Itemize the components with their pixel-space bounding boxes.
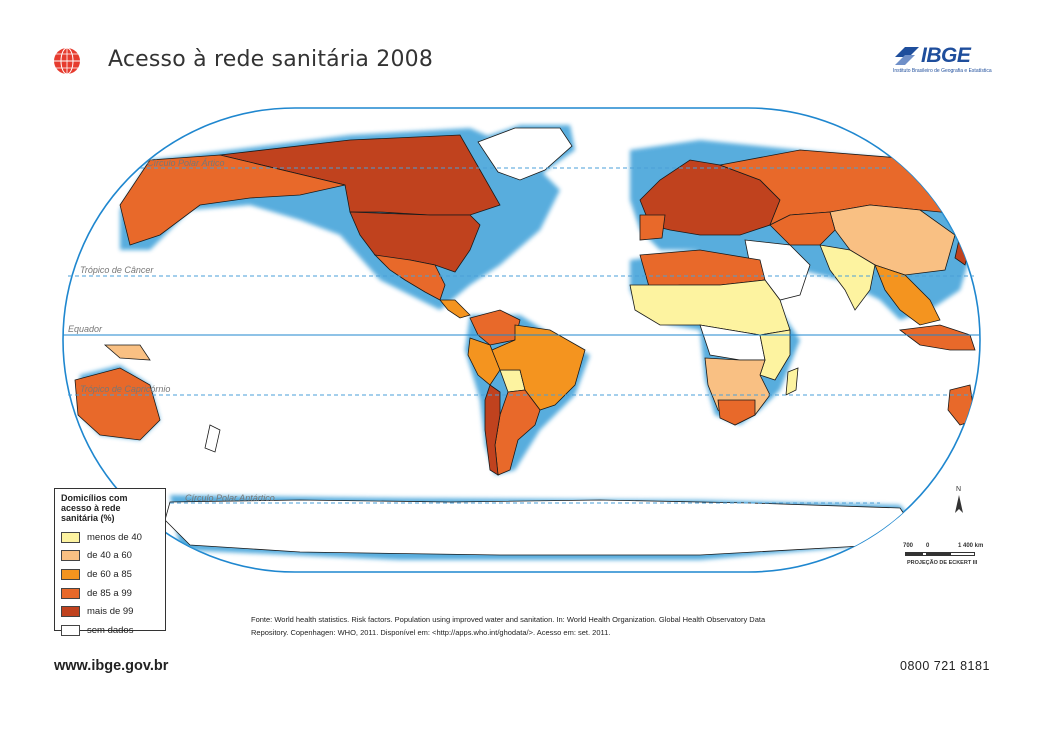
legend-label: de 40 a 60 xyxy=(87,550,132,562)
china-mongolia xyxy=(829,204,956,276)
chile xyxy=(484,384,501,476)
legend-swatch xyxy=(61,624,80,636)
map-legend: Domicílios com acesso à rede sanitária (… xyxy=(54,488,166,636)
north-arrow: N xyxy=(951,486,967,516)
southeast-asia xyxy=(874,264,941,326)
legend-title: Domicílios com acesso à rede sanitária (… xyxy=(61,493,128,523)
footer-url-link[interactable]: www.ibge.gov.br xyxy=(54,658,169,674)
scale-label-right: 1 400 km xyxy=(958,543,984,549)
legend-item: de 85 a 99 xyxy=(61,584,159,603)
north-arrow-icon xyxy=(955,495,963,513)
legend-item: de 40 a 60 xyxy=(61,547,159,566)
alaska xyxy=(119,154,346,246)
antarctic-circle-label: Círculo Polar Antártico xyxy=(185,493,275,503)
australia-west xyxy=(74,367,161,441)
scale-bar-graphic xyxy=(905,552,975,556)
equator-label: Equador xyxy=(68,324,103,334)
logo-subtitle: Instituto Brasileiro de Geografia e Esta… xyxy=(893,68,992,74)
legend-item: sem dados xyxy=(61,621,159,640)
logo-word: IBGE xyxy=(921,44,971,67)
globe-icon xyxy=(54,47,80,75)
arctic-circle-label: Círculo Polar Ártico xyxy=(147,158,225,168)
indonesia xyxy=(898,324,976,351)
ibge-logo-mark xyxy=(895,47,919,65)
new-zealand xyxy=(204,424,221,453)
legend-label: mais de 99 xyxy=(87,606,134,618)
scale-label-zero: 0 xyxy=(926,543,930,549)
footer-phone: 0800 721 8181 xyxy=(900,659,990,673)
legend-swatch xyxy=(61,568,80,580)
legend-item: menos de 40 xyxy=(61,528,159,547)
tropic-cancer-label: Trópico de Câncer xyxy=(80,265,154,275)
source-citation: Fonte: World health statistics. Risk fac… xyxy=(251,613,811,639)
greenland xyxy=(477,127,573,181)
legend-label: de 60 a 85 xyxy=(87,568,132,580)
south-africa xyxy=(717,399,756,426)
north-label: N xyxy=(956,486,962,493)
antarctica xyxy=(164,499,916,556)
ibge-logo[interactable]: IBGE Instituto Brasileiro de Geografia e… xyxy=(893,44,993,78)
india xyxy=(819,244,876,311)
scale-bar: 700 0 1 400 km PROJEÇÃO DE ECKERT III xyxy=(898,543,988,573)
legend-item: mais de 99 xyxy=(61,602,159,621)
legend-swatch xyxy=(61,550,80,562)
legend-label: menos de 40 xyxy=(87,531,142,543)
projection-label: PROJEÇÃO DE ECKERT III xyxy=(907,560,978,566)
legend-swatch xyxy=(61,606,80,618)
central-america xyxy=(439,299,471,319)
legend-swatch xyxy=(61,531,80,543)
legend-label: sem dados xyxy=(87,624,134,636)
iberia xyxy=(639,214,666,241)
legend-item: de 60 a 85 xyxy=(61,565,159,584)
page-title: Acesso à rede sanitária 2008 xyxy=(108,47,434,72)
papua xyxy=(103,344,151,361)
madagascar xyxy=(785,367,799,396)
scale-label-left: 700 xyxy=(903,543,914,549)
legend-swatch xyxy=(61,587,80,599)
source-line-2: Repository. Copenhagen: WHO, 2011. Dispo… xyxy=(251,628,611,637)
legend-label: de 85 a 99 xyxy=(87,587,132,599)
tropic-capricorn-label: Trópico de Capricórnio xyxy=(80,384,170,394)
source-line-1: Fonte: World health statistics. Risk fac… xyxy=(251,615,766,624)
reference-lines xyxy=(63,167,979,504)
